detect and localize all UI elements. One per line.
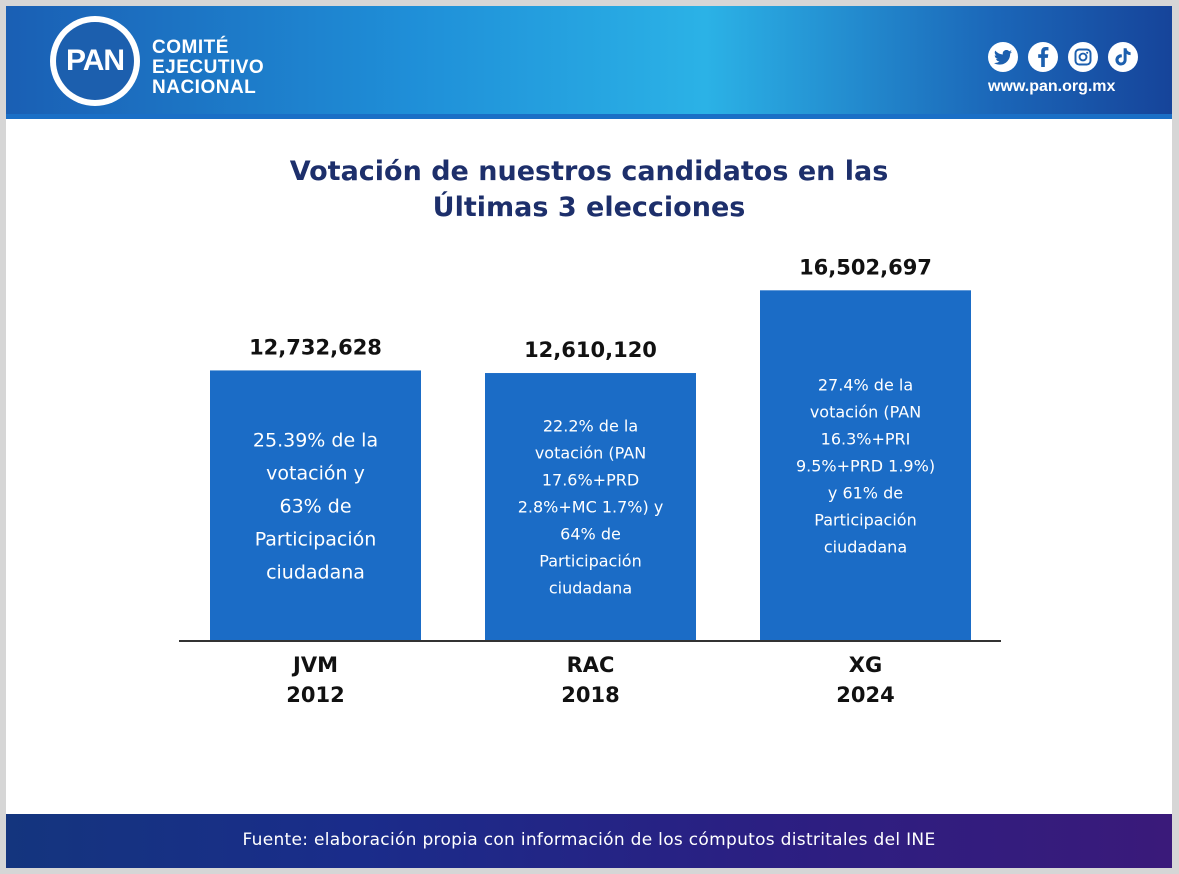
category-label-0-1: 2012 [286, 683, 344, 707]
org-name-line1: COMITÉ [152, 37, 229, 58]
slide: PAN COMITÉ EJECUTIVO NACIONAL [6, 6, 1172, 868]
footer-banner: Fuente: elaboración propia con informaci… [6, 814, 1172, 868]
bar-annotation-1-4: 64% de [560, 525, 621, 544]
bar-annotation-1-5: Participación [539, 552, 641, 571]
bar-2 [760, 290, 971, 641]
bar-annotation-0-4: ciudadana [266, 561, 365, 583]
chart-title-line1: Votación de nuestros candidatos en las [289, 156, 889, 187]
header-banner: PAN COMITÉ EJECUTIVO NACIONAL [6, 6, 1172, 114]
value-label-1: 12,610,120 [524, 338, 657, 362]
bar-0 [210, 370, 421, 641]
category-label-2-1: 2024 [836, 683, 894, 707]
value-label-0: 12,732,628 [249, 335, 382, 359]
bar-annotation-1-6: ciudadana [549, 579, 632, 598]
pan-logo: PAN [50, 16, 140, 106]
org-name: COMITÉ EJECUTIVO NACIONAL [152, 38, 264, 98]
bar-annotation-0-1: votación y [266, 462, 365, 484]
category-label-2-0: XG [849, 653, 882, 677]
source-note: Fuente: elaboración propia con informaci… [242, 830, 936, 850]
bar-annotation-2-3: 9.5%+PRD 1.9%) [796, 456, 935, 475]
bar-annotation-0-3: Participación [255, 528, 377, 550]
category-label-1-0: RAC [567, 653, 615, 677]
facebook-icon[interactable] [1028, 42, 1058, 72]
bar-annotation-2-6: ciudadana [824, 537, 907, 556]
header-divider [6, 114, 1172, 119]
twitter-icon[interactable] [988, 42, 1018, 72]
org-name-line2: EJECUTIVO [152, 57, 265, 78]
category-label-1-1: 2018 [561, 683, 619, 707]
bar-chart: 12,732,628 25.39% de la votación y 63% de Pa… [179, 255, 1001, 707]
bar-annotation-2-0: 27.4% de la [818, 375, 913, 394]
category-label-0-0: JVM [291, 653, 338, 677]
website-url[interactable]: www.pan.org.mx [988, 78, 1116, 95]
social-icons [988, 42, 1148, 72]
bar-annotation-1-2: 17.6%+PRD [542, 471, 639, 490]
bar-annotation-0-2: 63% de [279, 495, 351, 517]
bar-annotation-1-0: 22.2% de la [543, 417, 638, 436]
bar-1 [485, 373, 696, 641]
chart-title-line2: Últimas 3 elecciones [432, 192, 746, 223]
instagram-icon[interactable] [1068, 42, 1098, 72]
bar-annotation-0-0: 25.39% de la [253, 429, 378, 451]
bar-annotation-2-5: Participación [814, 510, 916, 529]
bar-annotation-1-1: votación (PAN [535, 444, 646, 463]
bar-annotation-2-4: y 61% de [828, 483, 903, 502]
value-label-2: 16,502,697 [799, 255, 932, 279]
bar-annotation-2-1: votación (PAN [810, 402, 921, 421]
org-name-line3: NACIONAL [152, 77, 257, 98]
chart-title: Votación de nuestros candidatos en las Ú… [189, 154, 989, 226]
bar-annotation-1-3: 2.8%+MC 1.7%) y [518, 498, 664, 517]
pan-logo-text: PAN [56, 22, 134, 100]
bar-annotation-2-2: 16.3%+PRI [821, 429, 911, 448]
tiktok-icon[interactable] [1108, 42, 1138, 72]
